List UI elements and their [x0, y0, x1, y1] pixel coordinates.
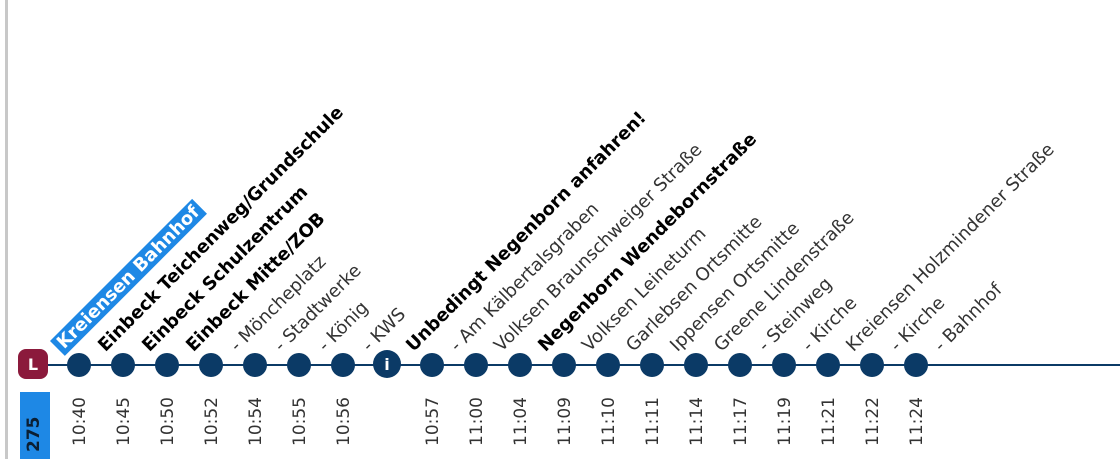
- stop-dot[interactable]: [464, 353, 488, 377]
- stop-dot[interactable]: [816, 353, 840, 377]
- stop-dot[interactable]: [243, 353, 267, 377]
- departure-time: 11:17: [731, 397, 751, 446]
- stop-dot[interactable]: [596, 353, 620, 377]
- stop-dot[interactable]: [508, 353, 532, 377]
- stop-dot[interactable]: [552, 353, 576, 377]
- departure-time: 10:55: [290, 397, 310, 446]
- stop-dot[interactable]: [904, 353, 928, 377]
- stop-dot[interactable]: [772, 353, 796, 377]
- departure-time: 10:57: [423, 397, 443, 446]
- stop-dot[interactable]: [155, 353, 179, 377]
- info-icon[interactable]: i: [373, 350, 401, 378]
- stop-dot[interactable]: [199, 353, 223, 377]
- departure-time: 11:14: [687, 397, 707, 446]
- stop-dot[interactable]: [287, 353, 311, 377]
- stop-dot[interactable]: [420, 353, 444, 377]
- stop-dot[interactable]: [684, 353, 708, 377]
- departure-time: 10:50: [158, 397, 178, 446]
- departure-time: 11:09: [555, 397, 575, 446]
- panel-left-border: [5, 0, 8, 459]
- departure-time: 11:21: [819, 397, 839, 446]
- stop-dot[interactable]: [111, 353, 135, 377]
- departure-time: 11:24: [907, 397, 927, 446]
- departure-time: 11:11: [643, 397, 663, 446]
- stop-label[interactable]: - Bahnhof: [930, 279, 1007, 356]
- departure-time: 10:54: [246, 397, 266, 446]
- route-number: 275: [24, 416, 44, 453]
- departure-time: 11:10: [599, 397, 619, 446]
- stop-dot[interactable]: [860, 353, 884, 377]
- departure-time: 11:00: [467, 397, 487, 446]
- route-number-badge[interactable]: 275: [20, 392, 50, 459]
- stop-dot[interactable]: [67, 353, 91, 377]
- departure-time: 11:19: [775, 397, 795, 446]
- departure-time: 11:22: [863, 397, 883, 446]
- departure-time: 11:04: [511, 397, 531, 446]
- line-badge[interactable]: L: [18, 349, 48, 379]
- stop-dot[interactable]: [331, 353, 355, 377]
- departure-time: 10:45: [114, 397, 134, 446]
- departure-time: 10:52: [202, 397, 222, 446]
- stop-dot[interactable]: [728, 353, 752, 377]
- departure-time: 10:40: [70, 397, 90, 446]
- stop-dot[interactable]: [640, 353, 664, 377]
- departure-time: 10:56: [334, 397, 354, 446]
